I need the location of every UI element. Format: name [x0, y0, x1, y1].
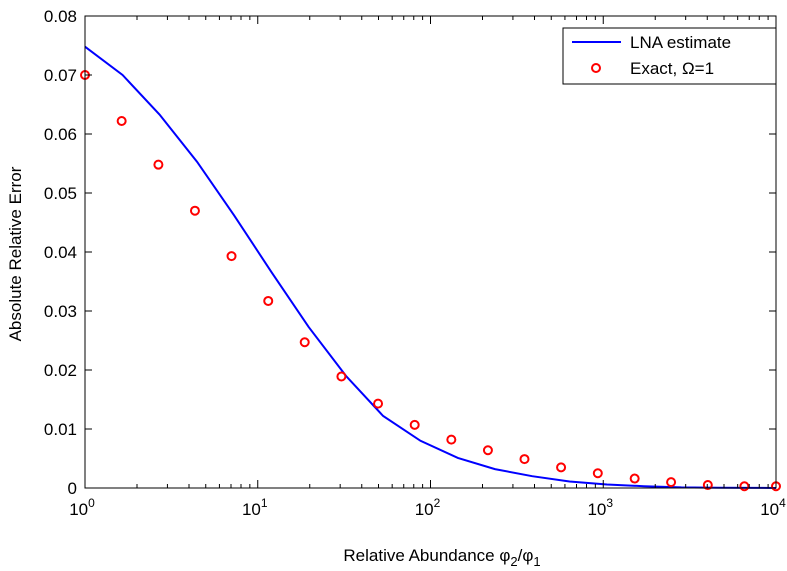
data-point-exact	[409, 419, 420, 430]
legend-box	[562, 27, 777, 85]
x-axis-label-phi: φ	[499, 546, 510, 565]
plot-area	[80, 45, 781, 492]
axes-frame	[84, 15, 777, 489]
y-tick-label: 0	[68, 479, 77, 498]
data-point-exact	[373, 398, 384, 409]
legend-label-lna: LNA estimate	[630, 33, 731, 52]
legend: LNA estimate Exact, Ω=1	[562, 27, 777, 85]
legend-label-exact: Exact, Ω=1	[630, 59, 714, 78]
data-point-exact	[153, 159, 164, 170]
data-point-exact	[263, 295, 274, 306]
x-tick-label: 100	[69, 496, 95, 519]
x-tick-label: 103	[587, 496, 613, 519]
x-axis-label: Relative Abundance φ2/φ1	[343, 546, 540, 569]
data-point-exact	[739, 481, 750, 492]
data-point-exact	[592, 468, 603, 479]
data-point-exact	[629, 473, 640, 484]
data-point-exact	[666, 477, 677, 488]
y-axis-label: Absolute Relative Error	[6, 166, 25, 341]
data-point-exact	[116, 116, 127, 127]
data-point-exact	[226, 251, 237, 262]
series-line-lna-estimate	[84, 45, 777, 489]
x-axis-label-slash: /	[518, 546, 523, 565]
x-axis-ticks: 100 101 102 103 104	[69, 16, 786, 519]
y-tick-label: 0.03	[44, 302, 77, 321]
x-tick-label: 101	[242, 496, 268, 519]
y-tick-label: 0.04	[44, 243, 77, 262]
y-tick-label: 0.05	[44, 184, 77, 203]
y-tick-label: 0.06	[44, 125, 77, 144]
data-point-exact	[482, 445, 493, 456]
x-axis-label-sub-2: 2	[510, 554, 517, 569]
y-tick-label: 0.08	[44, 7, 77, 26]
data-point-exact	[446, 434, 457, 445]
y-tick-label: 0.01	[44, 420, 77, 439]
legend-marker-swatch	[591, 63, 601, 73]
x-tick-label: 102	[415, 496, 441, 519]
y-tick-label: 0.07	[44, 66, 77, 85]
y-tick-label: 0.02	[44, 361, 77, 380]
data-point-exact	[299, 337, 310, 348]
x-axis-label-phi-2: φ	[522, 546, 533, 565]
axes	[84, 15, 777, 489]
y-axis-ticks: 0 0.01 0.02 0.03 0.04 0.05 0.06 0.07 0.08	[44, 7, 776, 498]
data-point-exact	[556, 462, 567, 473]
data-point-exact	[189, 205, 200, 216]
data-point-exact	[702, 480, 713, 491]
x-tick-label: 104	[760, 496, 786, 519]
x-axis-label-main: Relative Abundance	[343, 546, 499, 565]
x-axis-label-sub-1: 1	[533, 554, 540, 569]
data-point-exact	[336, 371, 347, 382]
data-point-exact	[519, 454, 530, 465]
